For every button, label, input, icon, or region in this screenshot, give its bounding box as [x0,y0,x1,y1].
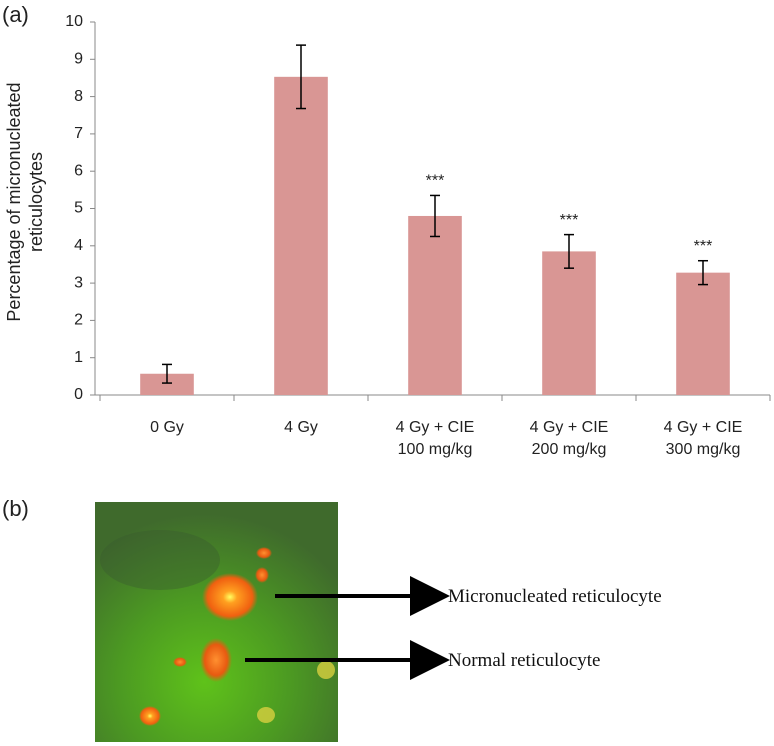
x-tick-label: 4 Gy + CIE 300 mg/kg [663,419,743,458]
y-tick-label: 7 [74,125,83,142]
x-tick-label: 4 Gy + CIE 100 mg/kg [395,419,475,458]
y-tick-label: 6 [74,162,83,179]
micrograph [95,502,450,742]
panel-label: (a) [2,2,29,27]
bar [274,76,328,396]
x-tick-label: 4 Gy + CIE 200 mg/kg [529,419,609,458]
y-tick-label: 1 [74,349,83,366]
y-tick-label: 3 [74,274,83,291]
bar [676,272,730,395]
significance-label: *** [426,173,445,190]
bar [542,251,596,395]
panel-label: (b) [2,496,29,521]
image-annotation: Normal reticulocyte [448,650,601,671]
y-tick-label: 5 [74,200,83,217]
y-tick-label: 4 [74,237,83,254]
image-annotation: Micronucleated reticulocyte [448,586,662,607]
y-tick-label: 10 [65,13,83,30]
bar [408,215,462,395]
x-tick-label: 0 Gy [150,419,184,436]
y-tick-label: 2 [74,312,83,329]
y-tick-label: 0 [74,386,83,403]
y-axis-label: Percentage of micronucleated reticulocyt… [4,82,46,322]
significance-label: *** [560,212,579,229]
y-tick-label: 8 [74,88,83,105]
significance-label: *** [694,238,713,255]
y-tick-label: 9 [74,51,83,68]
x-tick-label: 4 Gy [284,419,318,436]
bar [140,373,194,395]
